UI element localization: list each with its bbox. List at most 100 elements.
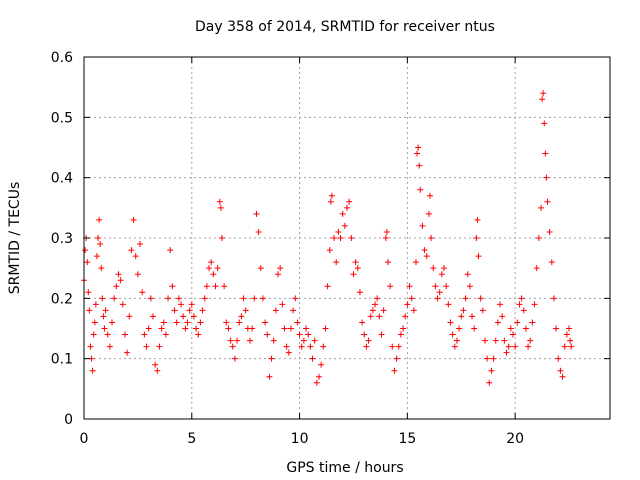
data-point — [285, 349, 292, 356]
data-point — [320, 343, 327, 350]
data-point — [509, 331, 516, 338]
data-point — [188, 301, 195, 308]
data-point — [359, 319, 366, 326]
axis-ticks: 0 0.1 0.2 0.3 0.4 0.5 0.6 0 5 10 15 20 — [51, 50, 610, 447]
data-point — [326, 247, 333, 254]
data-point — [87, 343, 94, 350]
data-point — [514, 319, 521, 326]
data-point — [259, 295, 266, 302]
data-point — [499, 313, 506, 320]
data-point — [512, 343, 519, 350]
data-point — [380, 307, 387, 314]
data-point — [374, 295, 381, 302]
data-point — [89, 367, 96, 374]
x-tick-label: 0 — [80, 431, 89, 447]
x-tick-label: 5 — [187, 431, 196, 447]
data-point — [432, 283, 439, 290]
data-point — [218, 235, 225, 241]
data-point — [262, 319, 269, 326]
data-point — [402, 313, 409, 320]
data-point — [279, 301, 286, 308]
data-point — [101, 325, 108, 332]
data-point — [417, 186, 424, 193]
x-tick-label: 15 — [398, 431, 416, 447]
data-point — [404, 301, 411, 308]
y-tick-label: 0.3 — [51, 231, 73, 247]
data-point — [134, 271, 141, 278]
data-point — [180, 313, 187, 320]
y-axis-label: SRMTID / TECUs — [7, 182, 23, 295]
data-point — [132, 253, 139, 260]
data-point — [255, 228, 262, 235]
data-point — [497, 301, 504, 308]
data-point — [253, 210, 260, 217]
data-point — [505, 343, 512, 350]
data-point — [184, 319, 191, 326]
data-point — [529, 319, 536, 326]
data-point — [100, 313, 107, 320]
data-point — [160, 319, 167, 326]
data-point — [231, 355, 238, 362]
data-point — [97, 241, 104, 248]
data-point — [447, 319, 454, 326]
data-point — [383, 228, 390, 235]
data-point — [311, 337, 318, 344]
data-point — [210, 271, 217, 278]
data-point — [395, 343, 402, 350]
data-point — [538, 204, 545, 211]
plot-frame — [83, 56, 611, 420]
data-point — [453, 337, 460, 344]
data-point — [423, 253, 430, 260]
data-point — [460, 307, 467, 314]
data-point — [86, 307, 93, 314]
data-point — [195, 331, 202, 338]
data-point — [190, 313, 197, 320]
data-point — [313, 379, 320, 386]
data-point — [475, 253, 482, 260]
data-point — [567, 337, 574, 344]
data-point — [242, 307, 249, 314]
data-point — [283, 343, 290, 350]
data-point — [540, 90, 547, 97]
data-point — [266, 373, 273, 380]
data-point — [384, 259, 391, 266]
data-points — [81, 90, 575, 386]
data-point — [277, 265, 284, 272]
data-point — [449, 331, 456, 338]
data-point — [555, 355, 562, 362]
data-point — [546, 228, 553, 235]
data-point — [206, 265, 213, 272]
data-point — [124, 349, 131, 356]
data-point — [416, 162, 423, 169]
data-point — [236, 319, 243, 326]
data-point — [328, 192, 335, 199]
data-point — [324, 283, 331, 290]
data-point — [225, 325, 232, 332]
data-point — [501, 337, 508, 344]
data-point — [369, 307, 376, 314]
data-point — [96, 216, 103, 223]
data-point — [214, 265, 221, 272]
data-point — [553, 325, 560, 332]
data-point — [199, 307, 206, 314]
data-point — [102, 307, 109, 314]
data-point — [147, 295, 154, 302]
data-point — [165, 295, 172, 302]
data-point — [106, 343, 113, 350]
data-point — [391, 367, 398, 374]
y-tick-label: 0.6 — [51, 50, 73, 66]
data-point — [486, 379, 493, 386]
data-point — [156, 343, 163, 350]
data-point — [397, 331, 404, 338]
data-point — [566, 325, 573, 332]
data-point — [339, 210, 346, 217]
data-point — [356, 289, 363, 296]
data-point — [309, 355, 316, 362]
data-point — [466, 283, 473, 290]
data-point — [518, 295, 525, 302]
data-point — [462, 295, 469, 302]
data-point — [408, 295, 415, 302]
data-point — [128, 247, 135, 254]
data-point — [389, 343, 396, 350]
data-point — [145, 325, 152, 332]
